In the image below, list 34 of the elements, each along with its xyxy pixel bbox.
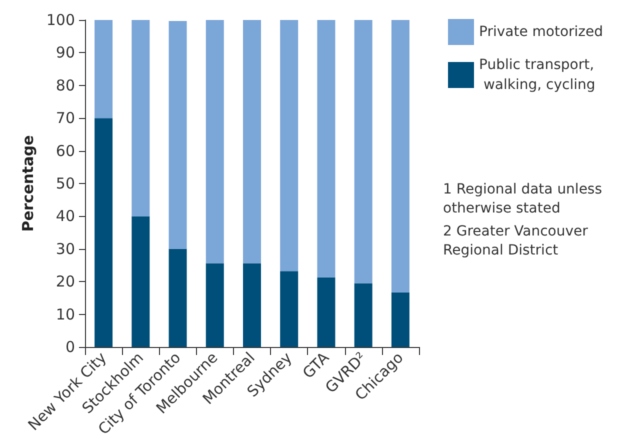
legend-label: Public transport, walking, cycling (479, 57, 596, 93)
bar (206, 20, 224, 264)
y-tick-label: 80 (56, 76, 75, 94)
bar (132, 216, 150, 347)
bar (354, 20, 372, 284)
y-tick-label: 90 (56, 44, 75, 62)
bar (168, 248, 187, 347)
y-tick-label: 0 (65, 338, 75, 356)
text: 1 Regional data unless otherwise stated (443, 182, 606, 216)
y-tick-label: 30 (56, 240, 75, 258)
bar (243, 263, 261, 347)
y-tick-label: 50 (56, 174, 75, 192)
bar (391, 292, 410, 347)
bar (317, 277, 336, 347)
y-tick-label: 40 (56, 207, 75, 226)
bar (280, 271, 298, 347)
text: 2 Greater Vancouver Regional District (443, 224, 592, 258)
bar (354, 283, 372, 347)
y-tick-label: 20 (56, 272, 75, 291)
bar (132, 20, 150, 216)
bar (243, 20, 261, 264)
bar (391, 20, 410, 292)
legend-label: Private motorized (479, 24, 604, 40)
bar (94, 20, 113, 118)
bar (317, 20, 336, 278)
y-axis-title: Percentage (18, 135, 37, 232)
bar (206, 263, 224, 347)
y-tick-label: 70 (56, 109, 75, 128)
y-tick-label: 10 (56, 305, 75, 324)
bar (280, 20, 298, 272)
y-tick-label: 60 (56, 142, 75, 160)
bar (94, 118, 113, 347)
y-tick-label: 100 (46, 11, 75, 29)
bar (168, 20, 187, 249)
